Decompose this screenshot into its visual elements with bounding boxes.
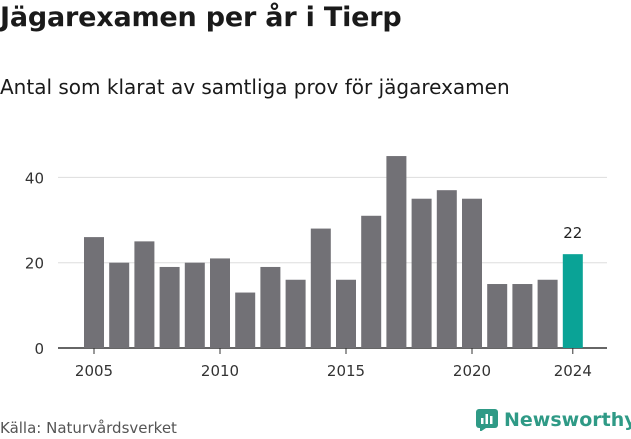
x-tick-label: 2015 bbox=[327, 362, 365, 380]
bar bbox=[487, 284, 508, 348]
chart-title: Jägarexamen per år i Tierp bbox=[0, 2, 402, 33]
bar bbox=[134, 241, 155, 348]
x-tick-label: 2005 bbox=[75, 362, 113, 380]
bar bbox=[562, 254, 583, 348]
y-tick-label: 0 bbox=[34, 340, 44, 358]
source-note: Källa: Naturvårdsverket bbox=[0, 419, 177, 437]
x-tick-label: 2010 bbox=[201, 362, 239, 380]
y-tick-label: 20 bbox=[25, 255, 44, 273]
x-tick-label: 2020 bbox=[453, 362, 491, 380]
bar bbox=[462, 198, 482, 348]
bar bbox=[512, 284, 533, 348]
bar bbox=[109, 262, 130, 348]
bar bbox=[260, 266, 281, 348]
bar bbox=[235, 292, 256, 348]
bar bbox=[537, 279, 558, 348]
bar bbox=[285, 279, 306, 348]
bar bbox=[436, 190, 457, 348]
bar bbox=[336, 279, 356, 348]
brand-logo: Newsworthy bbox=[476, 409, 631, 431]
bar bbox=[386, 156, 407, 348]
label-layer: 0 20 40 2005 2010 2015 2020 2024 22 bbox=[25, 169, 592, 380]
bar-layer bbox=[84, 156, 583, 348]
bar bbox=[159, 266, 180, 348]
bar bbox=[184, 262, 205, 348]
bar bbox=[411, 198, 432, 348]
bar bbox=[310, 228, 331, 348]
bar-chart: 0 20 40 2005 2010 2015 2020 2024 22 bbox=[25, 156, 607, 380]
bar bbox=[84, 237, 104, 348]
bar bbox=[210, 258, 230, 348]
x-tick-label: 2024 bbox=[554, 362, 592, 380]
bar bbox=[361, 215, 382, 348]
newsworthy-logo-icon bbox=[476, 409, 498, 431]
data-label: 22 bbox=[563, 224, 582, 242]
y-tick-label: 40 bbox=[25, 169, 44, 187]
brand-name: Newsworthy bbox=[504, 409, 631, 431]
chart-subtitle: Antal som klarat av samtliga prov för jä… bbox=[0, 75, 510, 99]
